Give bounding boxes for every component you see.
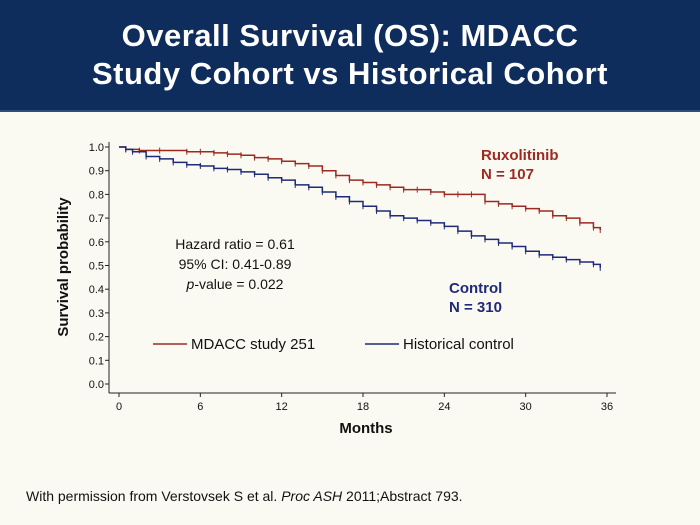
ruxolitinib-label: Ruxolitinib N = 107 — [481, 147, 559, 183]
y-tick-label: 0.1 — [89, 355, 104, 367]
x-tick-label: 0 — [116, 401, 122, 413]
x-axis-label: Months — [339, 420, 392, 437]
control-label: Control N = 310 — [449, 280, 502, 316]
legend-label-ruxolitinib: MDACC study 251 — [191, 336, 315, 353]
x-tick-label: 24 — [438, 401, 450, 413]
x-tick-label: 12 — [276, 401, 288, 413]
y-axis-label: Survival probability — [55, 197, 72, 337]
slide-title-line-2: Study Cohort vs Historical Cohort — [92, 56, 608, 91]
y-tick-label: 0.9 — [89, 166, 104, 178]
slide-title: Overall Survival (OS): MDACC Study Cohor… — [0, 0, 700, 110]
y-tick-label: 0.4 — [89, 284, 104, 296]
citation-footer: With permission from Verstovsek S et al.… — [26, 488, 463, 504]
p-value-text: p-value = 0.022 — [186, 276, 284, 292]
x-tick-label: 6 — [197, 401, 203, 413]
chart-axes: 0.0 0.1 0.2 0.3 0.4 0.5 0.6 0.7 0.8 0.9 1.0 0 6 12 18 2… — [89, 142, 616, 413]
y-tick-label: 0.2 — [89, 332, 104, 344]
ruxolitinib-n: N = 107 — [481, 166, 534, 183]
y-tick-label: 0.8 — [89, 189, 104, 201]
slide-title-line-1: Overall Survival (OS): MDACC — [121, 18, 579, 53]
citation-suffix: 2011;Abstract 793. — [342, 488, 463, 504]
confidence-interval-text: 95% CI: 0.41-0.89 — [179, 256, 292, 272]
y-tick-label: 0.3 — [89, 308, 104, 320]
x-tick-label: 30 — [520, 401, 532, 413]
control-name: Control — [449, 280, 502, 297]
control-n: N = 310 — [449, 299, 502, 316]
y-tick-label: 0.7 — [89, 213, 104, 225]
ruxolitinib-name: Ruxolitinib — [481, 147, 559, 164]
x-tick-label: 18 — [357, 401, 369, 413]
legend-label-control: Historical control — [403, 336, 514, 353]
chart-curves — [119, 146, 601, 271]
x-tick-label: 36 — [601, 401, 613, 413]
citation-prefix: With permission from Verstovsek S et al. — [26, 488, 282, 504]
header-divider — [0, 110, 700, 112]
hazard-ratio-text: Hazard ratio = 0.61 — [175, 236, 295, 252]
survival-chart: 0.0 0.1 0.2 0.3 0.4 0.5 0.6 0.7 0.8 0.9 1.0 0 6 12 18 2… — [55, 142, 616, 437]
y-tick-label: 0.5 — [89, 261, 104, 273]
citation-journal: Proc ASH — [281, 488, 343, 504]
y-tick-label: 0.6 — [89, 237, 104, 249]
stats-annotation: Hazard ratio = 0.61 95% CI: 0.41-0.89 p-… — [175, 236, 295, 292]
y-tick-label: 1.0 — [89, 142, 104, 154]
y-tick-label: 0.0 — [89, 379, 104, 391]
legend: MDACC study 251 Historical control — [153, 336, 514, 353]
